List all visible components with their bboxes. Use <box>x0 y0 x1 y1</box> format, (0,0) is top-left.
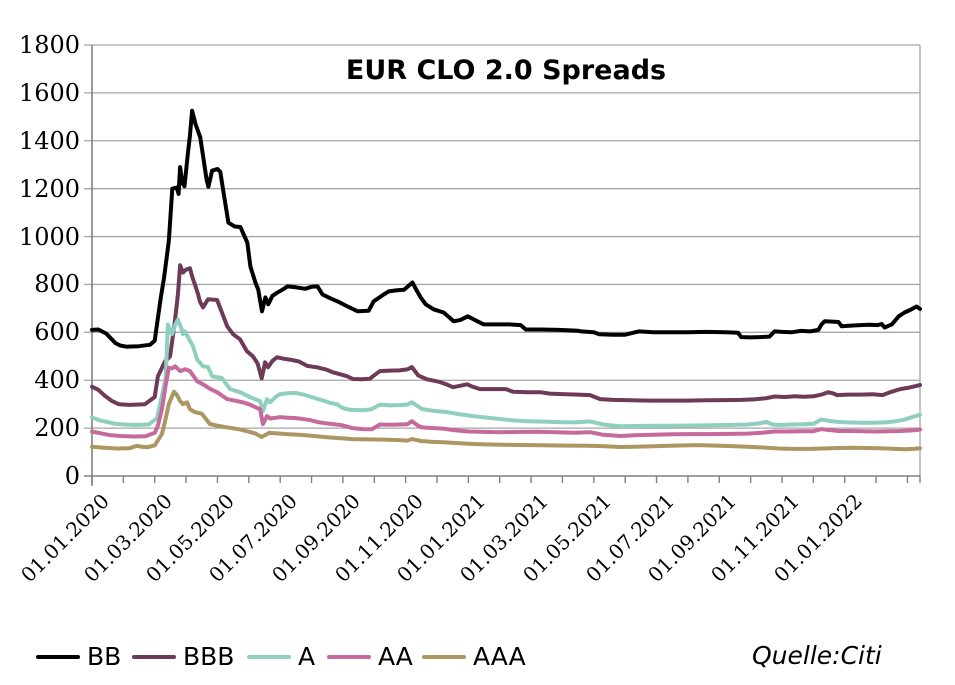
legend-line-swatch-bb <box>36 655 80 659</box>
series-line-a <box>90 317 922 429</box>
series-line-bb <box>90 108 922 349</box>
series-line-aaa <box>90 389 922 452</box>
series-line-aa <box>90 364 922 439</box>
y-axis-label-400: 400 <box>34 366 80 395</box>
legend-line-swatch-bbb <box>132 655 176 659</box>
legend-line-swatch-a <box>247 655 291 659</box>
y-axis-label-200: 200 <box>34 414 80 443</box>
y-axis-label-1200: 1200 <box>18 174 80 203</box>
legend-item-aaa: AAA <box>422 641 526 673</box>
legend-item-bbb: BBB <box>132 641 234 673</box>
legend-item-a: A <box>247 641 315 673</box>
legend-line-swatch-aa <box>327 655 371 659</box>
source-note: Quelle:Citi <box>752 641 882 670</box>
legend-item-aa: AA <box>327 641 413 673</box>
legend-label-bbb: BBB <box>183 642 235 671</box>
chart-title: EUR CLO 2.0 Spreads <box>345 55 667 86</box>
y-axis-label-800: 800 <box>34 270 80 299</box>
legend-label-a: A <box>298 642 316 671</box>
y-axis-label-1400: 1400 <box>18 126 80 155</box>
legend-item-bb: BB <box>36 641 121 673</box>
legend-label-aa: AA <box>378 642 413 671</box>
legend-label-aaa: AAA <box>473 642 526 671</box>
series-line-bbb <box>90 263 922 407</box>
legend-line-swatch-aaa <box>422 655 466 659</box>
y-axis-label-600: 600 <box>34 318 80 347</box>
legend-label-bb: BB <box>87 642 122 671</box>
y-axis-label-1000: 1000 <box>18 222 80 251</box>
y-axis-label-0: 0 <box>64 462 80 490</box>
y-axis-label-1800: 1800 <box>18 31 80 59</box>
y-axis-label-1600: 1600 <box>18 78 80 107</box>
